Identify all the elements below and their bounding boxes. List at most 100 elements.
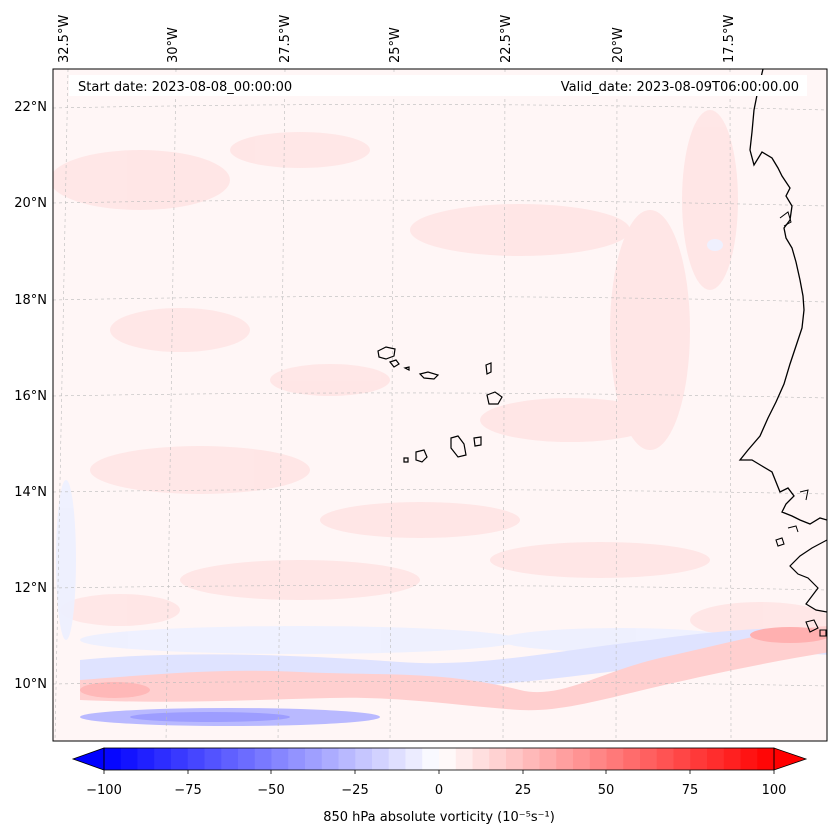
colorbar-tick-label: 50: [598, 783, 615, 798]
cabo-verde-islands: [377, 346, 503, 463]
colorbar-segment: [238, 748, 256, 770]
colorbar-tick-label: 0: [435, 783, 443, 798]
lon-label: 22.5°W: [499, 15, 514, 63]
positive-vorticity-core-east: [750, 627, 827, 643]
valid-date: Valid_date: 2023-08-09T06:00:00.00: [561, 80, 799, 95]
lat-label: 10°N: [14, 677, 47, 692]
meridian-line: [389, 69, 395, 741]
start-date: Start date: 2023-08-08_00:00:00: [78, 80, 292, 95]
colorbar-segment: [104, 748, 122, 770]
colorbar-segment: [573, 748, 591, 770]
colorbar-segment: [489, 748, 507, 770]
lon-label: 25°W: [388, 27, 403, 63]
colorbar-segment: [740, 748, 758, 770]
colorbar-segment: [455, 748, 473, 770]
colorbar-segment: [388, 748, 406, 770]
west-africa-coastline: [738, 69, 827, 525]
colorbar-segment: [522, 748, 540, 770]
island-santiago: [450, 435, 467, 458]
colorbar-segment: [305, 748, 323, 770]
colorbar-segment: [439, 748, 457, 770]
colorbar-segment: [539, 748, 557, 770]
parallel-line: [53, 489, 827, 495]
colorbar-max-extend: [773, 747, 808, 771]
colorbar-tick-label: −100: [86, 783, 122, 798]
colorbar-tick-label: −75: [174, 783, 201, 798]
colorbar-segment: [221, 748, 239, 770]
island-brava: [403, 457, 409, 463]
colorbar-segment: [757, 748, 775, 770]
colorbar-segment: [472, 748, 490, 770]
colorbar-tick-label: −50: [257, 783, 284, 798]
colorbar-tick-label: 75: [682, 783, 699, 798]
vorticity-light-positive-patches: [53, 110, 827, 638]
lat-label: 20°N: [14, 196, 47, 211]
lon-label: 17.5°W: [722, 15, 737, 63]
lon-label: 30°W: [166, 27, 181, 63]
map-panel: Start date: 2023-08-08_00:00:00 Valid_da…: [53, 69, 827, 741]
lon-label: 27.5°W: [278, 15, 293, 63]
lat-label: 12°N: [14, 581, 47, 596]
colorbar-segment: [254, 748, 272, 770]
colorbar-segment: [707, 748, 725, 770]
parallel-line: [53, 296, 827, 303]
colorbar-segment: [690, 748, 708, 770]
parallel-line: [53, 585, 827, 591]
meridian-line: [165, 69, 177, 741]
island-sal: [485, 362, 492, 375]
colorbar-segment: [656, 748, 674, 770]
colorbar: −100 −75 −50 −25 0 25 50 75 100 850 hPa …: [71, 747, 808, 825]
lon-label: 20°W: [611, 27, 626, 63]
colorbar-segment: [723, 748, 741, 770]
colorbar-segment: [355, 748, 373, 770]
island-sao-nicolau: [418, 371, 440, 380]
graticule: [53, 69, 827, 741]
meridian-line: [54, 69, 69, 741]
colorbar-tick-label: 25: [515, 783, 532, 798]
island-fogo: [415, 449, 428, 463]
colorbar-label: 850 hPa absolute vorticity (10⁻⁵s⁻¹): [323, 810, 555, 825]
colorbar-segment: [623, 748, 641, 770]
colorbar-segment: [288, 748, 306, 770]
colorbar-segment: [405, 748, 423, 770]
colorbar-segment: [673, 748, 691, 770]
lat-label: 18°N: [14, 293, 47, 308]
strong-negative-vorticity-core: [130, 712, 290, 722]
lat-label: 16°N: [14, 389, 47, 404]
colorbar-segment: [187, 748, 205, 770]
colorbar-tick-label: 100: [762, 783, 787, 798]
colorbar-ticks: −100 −75 −50 −25 0 25 50 75 100: [86, 783, 786, 798]
positive-vorticity-band: [80, 626, 827, 711]
colorbar-segment: [171, 748, 189, 770]
lat-label: 14°N: [14, 485, 47, 500]
colorbar-segment: [271, 748, 289, 770]
colorbar-segment: [589, 748, 607, 770]
colorbar-min-extend: [71, 747, 105, 771]
colorbar-segment: [506, 748, 524, 770]
bijagos-islands: [775, 537, 827, 637]
island-santa-luzia: [403, 366, 410, 371]
colorbar-segment: [640, 748, 658, 770]
colorbar-segment: [372, 748, 390, 770]
colorbar-segment: [321, 748, 339, 770]
parallel-line: [53, 392, 827, 399]
colorbar-segment: [154, 748, 172, 770]
colorbar-segment: [338, 748, 356, 770]
colorbar-segment: [606, 748, 624, 770]
map-frame: [52, 68, 828, 742]
colorbar-tick-marks: [103, 770, 775, 774]
colorbar-segment: [204, 748, 222, 770]
parallel-line: [53, 681, 827, 687]
meridian-line: [729, 69, 732, 741]
island-santo-antao: [377, 346, 396, 360]
colorbar-tick-label: −25: [341, 783, 368, 798]
coastline-inlets: [779, 211, 809, 533]
colorbar-segments: [104, 748, 775, 770]
lon-label: 32.5°W: [57, 15, 72, 63]
colorbar-segment: [422, 748, 440, 770]
lat-label: 22°N: [14, 100, 47, 115]
longitude-labels: 32.5°W 30°W 27.5°W 25°W 22.5°W 20°W 17.5…: [57, 15, 737, 63]
date-banner: [69, 75, 807, 96]
latitude-labels: 22°N 20°N 18°N 16°N 14°N 12°N 10°N: [14, 100, 47, 692]
